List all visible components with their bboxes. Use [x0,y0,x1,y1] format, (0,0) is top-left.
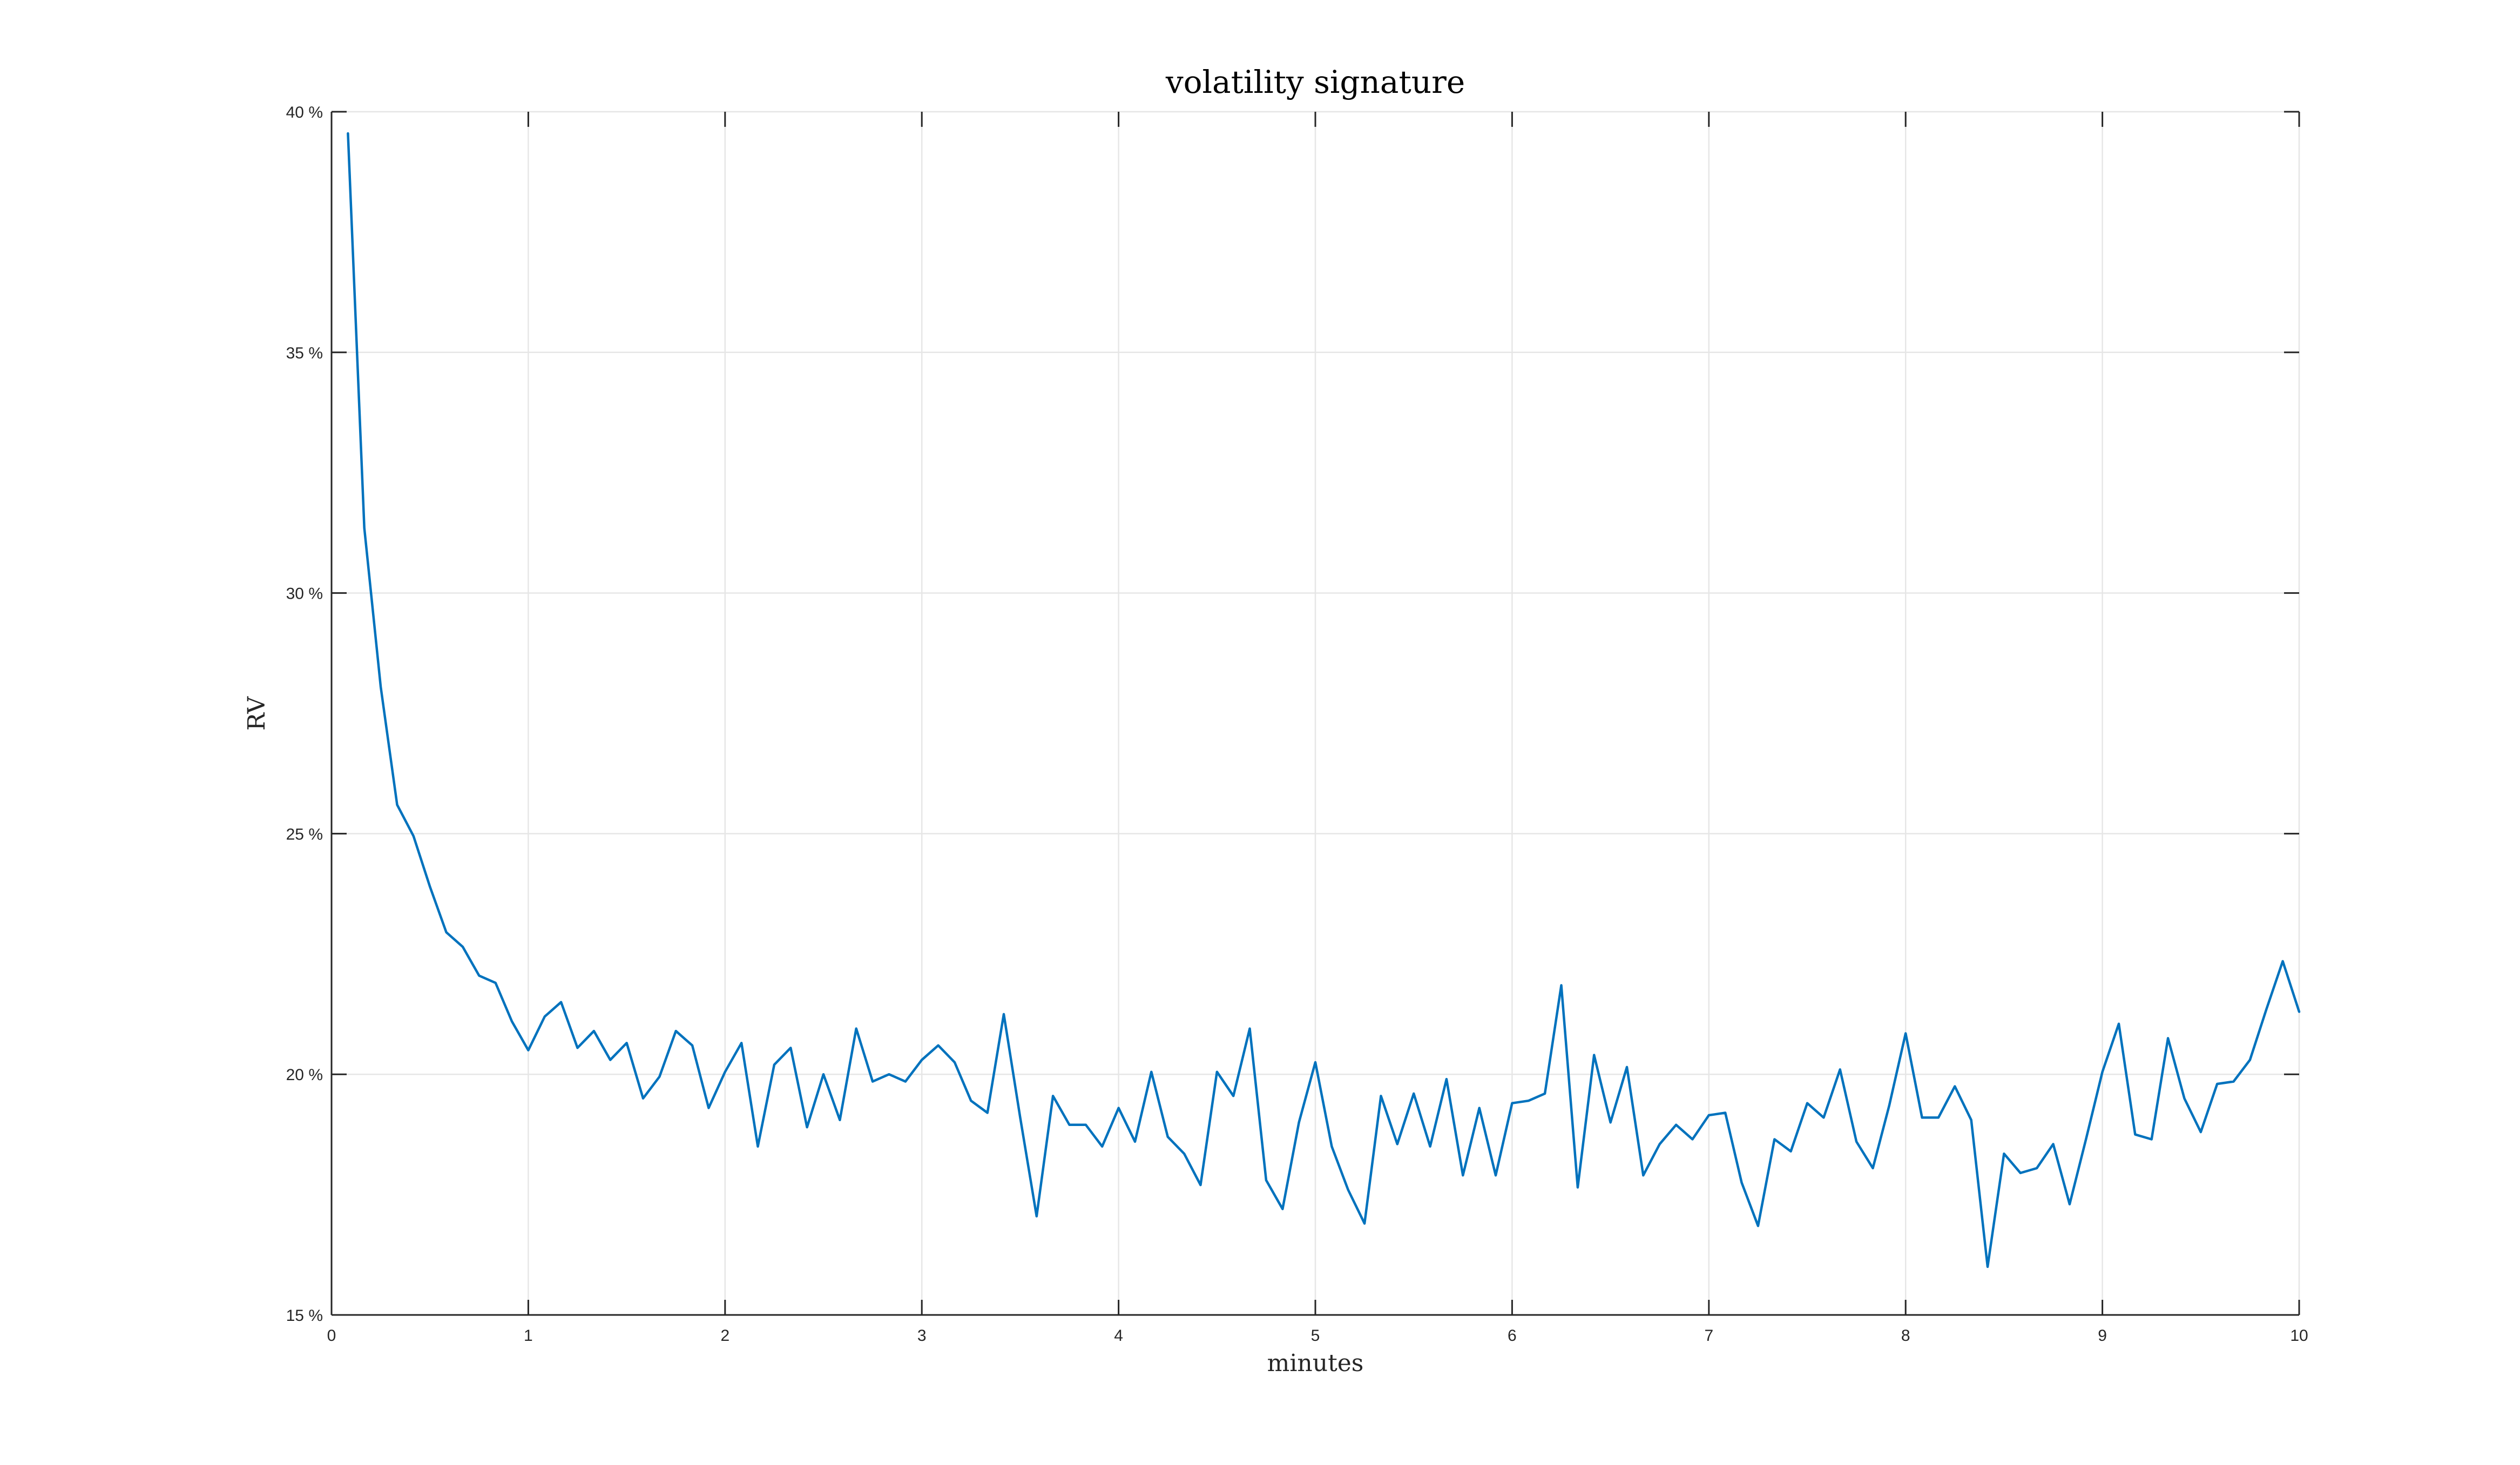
x-tick-label: 10 [2290,1327,2308,1345]
x-tick-label: 7 [1704,1327,1713,1345]
x-tick-label: 2 [720,1327,729,1345]
x-tick-label: 1 [524,1327,533,1345]
chart-title: volatility signature [1165,64,1465,100]
y-tick-label: 15 % [286,1307,323,1325]
x-tick-label: 4 [1114,1327,1123,1345]
x-tick-label: 8 [1901,1327,1910,1345]
x-tick-label: 0 [327,1327,336,1345]
y-tick-label: 35 % [286,344,323,362]
y-tick-label: 25 % [286,825,323,843]
x-axis-label: minutes [1267,1349,1364,1377]
x-tick-label: 3 [917,1327,927,1345]
y-tick-label: 20 % [286,1066,323,1084]
data-series [347,132,2301,1269]
y-tick-label: 30 % [286,585,323,603]
y-axis-label: RV [243,696,271,731]
x-tick-label: 5 [1311,1327,1320,1345]
x-tick-label: 6 [1508,1327,1517,1345]
x-tick-label: 9 [2098,1327,2107,1345]
y-tick-label: 40 % [286,104,323,121]
axis-ticks: 0 1 2 3 4 5 6 7 8 9 10 15 % 20 % 25 % 30 % 35 % 40 % [286,104,2308,1345]
rv-series-line [347,132,2301,1269]
